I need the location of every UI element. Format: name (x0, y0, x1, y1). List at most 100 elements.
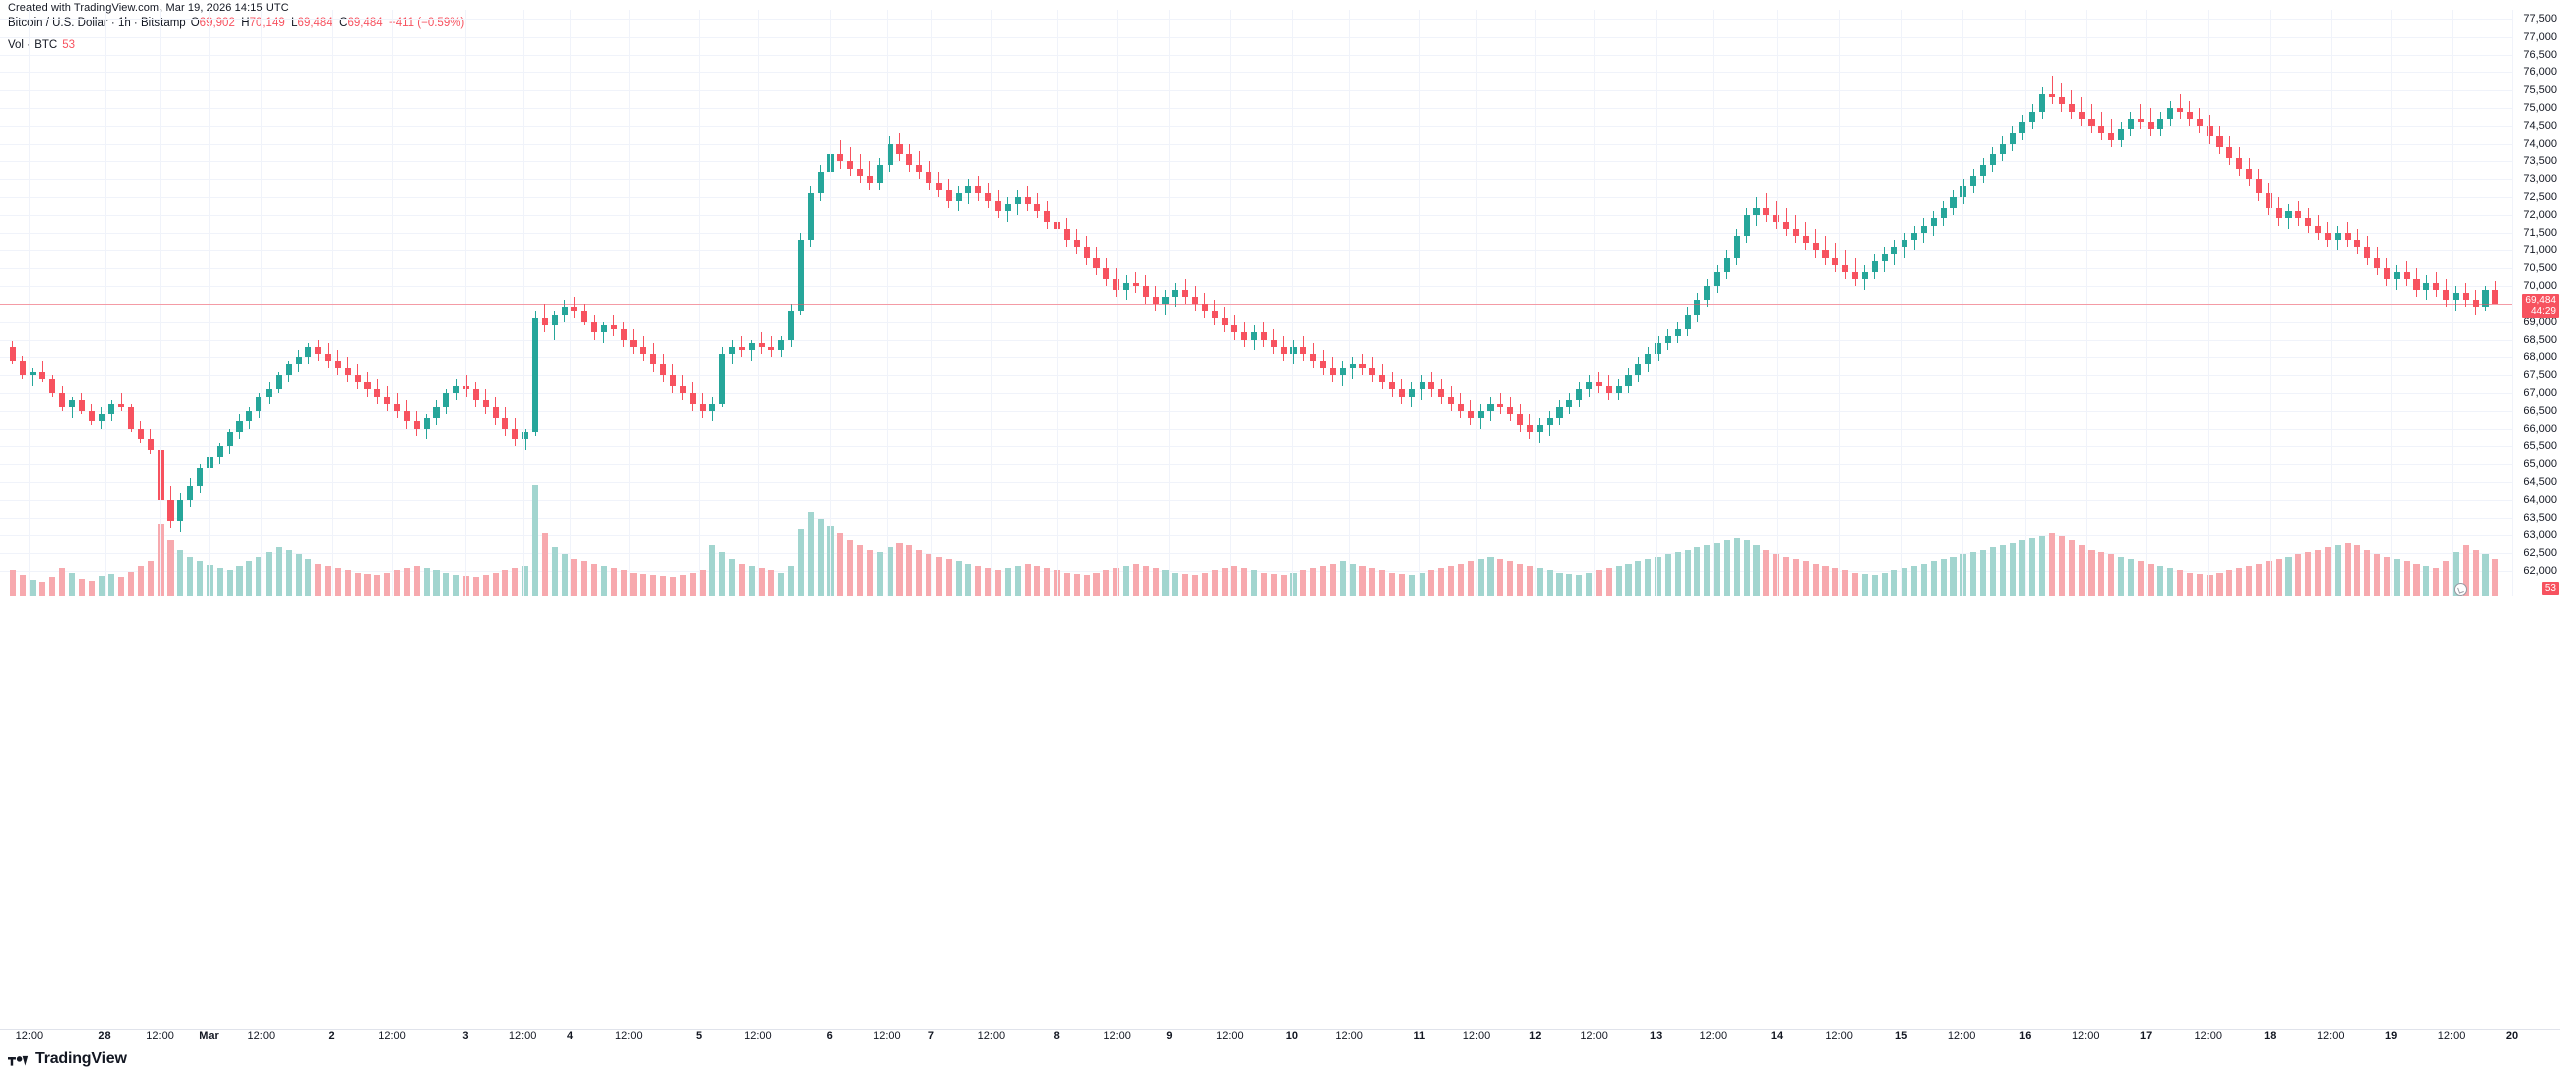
volume-bar (1576, 575, 1583, 596)
candle-body (2226, 147, 2233, 158)
candle-body (1664, 335, 1671, 344)
candle-body (1349, 364, 1356, 369)
axis-divider (0, 1029, 2560, 1030)
candle-body (1369, 368, 1376, 376)
candle-body (403, 410, 410, 422)
candle-body (719, 353, 726, 404)
candle-body (2354, 239, 2361, 247)
grid-line-vertical (2270, 10, 2272, 596)
time-scale[interactable]: 12:00 28 12:00 Mar 12:00 2 12:00 3 12:00 4 12:00 5 1… (0, 1030, 2519, 1048)
candle-body (1408, 389, 1415, 397)
candle-body (1861, 271, 1868, 279)
price-scale[interactable]: 77,500 77,000 76,500 76,000 75,500 75,000 74,5… (2512, 10, 2560, 1028)
candle-body (59, 392, 66, 408)
chart-plot-area[interactable] (0, 10, 2513, 1028)
grid-line-horizontal (0, 303, 2512, 305)
candle-body (1398, 389, 1405, 397)
volume-bar (1379, 570, 1386, 596)
volume-legend-label[interactable]: Vol · BTC (8, 39, 58, 51)
candle-body (1448, 396, 1455, 404)
volume-value-tag[interactable]: 53 (2541, 582, 2559, 595)
legend-exchange: Bitstamp (140, 17, 186, 29)
volume-bar (187, 556, 194, 596)
candle-body (1999, 143, 2006, 155)
volume-bar (1457, 563, 1465, 596)
grid-line-vertical (1594, 10, 1596, 596)
volume-bar (2177, 570, 2184, 596)
volume-bar (1536, 568, 1543, 596)
candle-body (600, 325, 607, 333)
candle-body (1743, 214, 1750, 237)
candle-body (1359, 364, 1366, 369)
candle-body (945, 189, 952, 201)
tradingview-logo[interactable]: TradingView (8, 1050, 127, 1068)
time-axis-label: 12:00 (977, 1030, 1006, 1042)
volume-bar (2374, 554, 2381, 596)
current-price-tag[interactable]: 69,484 44:29 (2522, 294, 2559, 319)
time-axis-label: 12:00 (1947, 1030, 1976, 1042)
candle-body (1891, 246, 1898, 255)
volume-bar (699, 570, 706, 596)
grid-line-horizontal (0, 179, 2512, 181)
price-axis-label: 73,500 (2523, 155, 2557, 168)
candle-body (797, 239, 805, 312)
volume-bar (1507, 561, 1514, 596)
volume-bar (1783, 556, 1790, 596)
volume-bar (1487, 556, 1494, 596)
candle-body (354, 375, 361, 383)
candle-body (1477, 410, 1484, 418)
candle-body (1280, 346, 1287, 354)
price-axis-label: 71,500 (2523, 226, 2557, 239)
candle-body (78, 400, 85, 411)
volume-bar (403, 568, 410, 596)
candle-body (1320, 360, 1327, 369)
legend-symbol[interactable]: Bitcoin / U.S. Dollar (8, 17, 108, 29)
grid-line-horizontal (0, 54, 2512, 56)
candle-body (1901, 239, 1908, 247)
grid-line-horizontal (0, 197, 2512, 199)
candle-body (305, 346, 312, 358)
volume-bar (2482, 554, 2489, 596)
volume-bar (1881, 572, 1888, 596)
candle-body (472, 389, 479, 401)
candle-body (1792, 229, 1799, 237)
grid-line-horizontal (0, 321, 2512, 323)
candle-body (561, 307, 568, 315)
grid-line-horizontal (0, 107, 2512, 109)
grid-line-horizontal (0, 375, 2512, 377)
volume-bar (2305, 551, 2312, 596)
time-axis-label: 12:00 (744, 1030, 772, 1042)
legend-close-key: C (339, 17, 348, 29)
volume-bar (2472, 549, 2479, 596)
candle-body (2255, 179, 2262, 194)
candle-body (1645, 353, 1652, 365)
volume-bar (1280, 575, 1287, 596)
time-axis-label: 12:00 (1699, 1030, 1728, 1042)
time-axis-label: 12:00 (2437, 1030, 2466, 1042)
volume-bar (709, 544, 716, 596)
volume-bar (1182, 573, 1189, 596)
candle-body (1566, 400, 1573, 408)
candle-body (1379, 375, 1386, 383)
candle-wick (554, 311, 556, 340)
volume-bar (1645, 558, 1652, 596)
legend-interval[interactable]: 1h (117, 17, 131, 29)
volume-bar (965, 563, 972, 596)
candle-body (236, 421, 243, 433)
volume-bar (384, 572, 391, 596)
grid-line-horizontal (0, 232, 2512, 234)
candle-body (896, 143, 903, 155)
tradingview-mark-icon (8, 1055, 29, 1066)
candle-body (2472, 300, 2479, 308)
candle-body (955, 193, 962, 201)
grid-line-vertical (1839, 10, 1841, 596)
grid-line-vertical (465, 10, 467, 596)
volume-bar (1300, 570, 1307, 596)
candle-body (2098, 125, 2105, 133)
time-axis-label: 12:00 (1580, 1030, 1608, 1042)
candle-body (2177, 107, 2184, 112)
volume-bar (1763, 549, 1770, 596)
grid-line-horizontal (0, 18, 2512, 20)
candle-body (1733, 236, 1740, 258)
